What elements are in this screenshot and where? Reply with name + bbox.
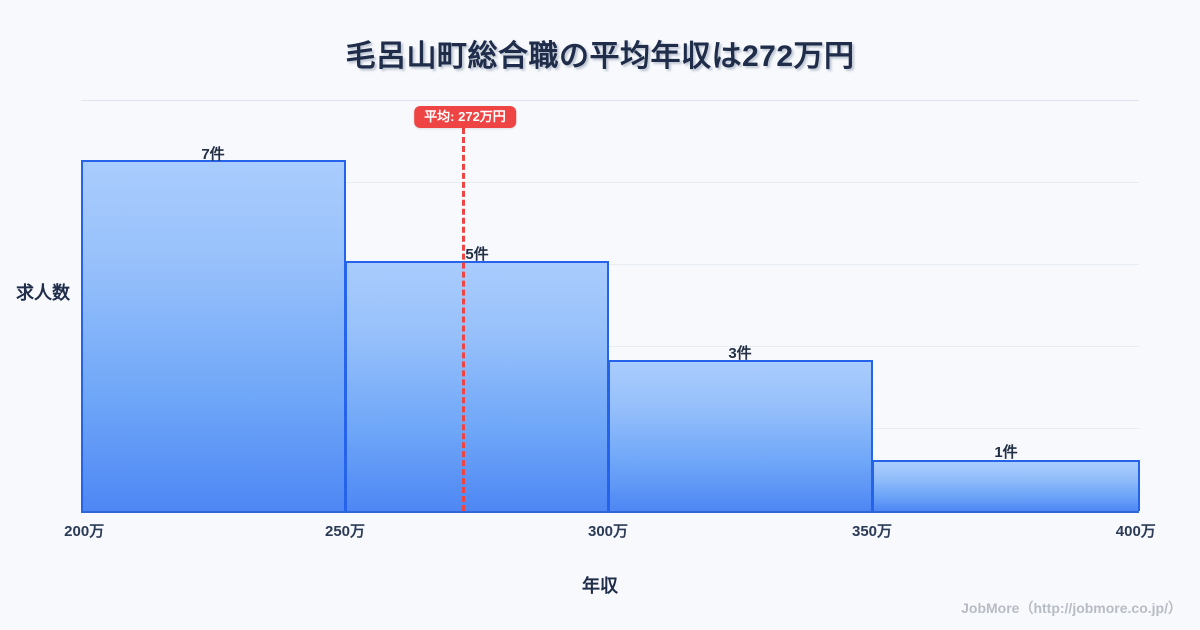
- bar-bin-4[interactable]: [872, 460, 1140, 511]
- average-badge: 平均: 272万円: [414, 106, 516, 128]
- x-axis-line: [81, 511, 1139, 513]
- x-tick-label: 250万: [324, 523, 366, 540]
- gridline: [81, 100, 1139, 101]
- gridline: [81, 182, 1139, 183]
- average-line: [462, 128, 465, 511]
- bar-bin-2[interactable]: [345, 261, 609, 511]
- bar-value-label: 3件: [728, 345, 752, 362]
- x-tick-label: 200万: [64, 523, 105, 540]
- x-tick-label: 400万: [1115, 523, 1156, 540]
- bar-bin-3[interactable]: [608, 360, 873, 511]
- x-tick-label: 350万: [851, 523, 893, 540]
- watermark: JobMore（http://jobmore.co.jp/）: [961, 600, 1182, 616]
- y-axis-title: 求人数: [16, 283, 70, 303]
- bar-value-label: 5件: [465, 246, 489, 263]
- x-axis-title: 年収: [582, 576, 618, 596]
- bar-value-label: 7件: [201, 146, 225, 163]
- x-tick-label: 300万: [587, 523, 629, 540]
- chart-title: 毛呂山町総合職の平均年収は272万円: [345, 40, 855, 73]
- gridline: [81, 346, 1139, 347]
- bar-bin-1[interactable]: [81, 160, 346, 511]
- bar-value-label: 1件: [994, 444, 1018, 461]
- gridline: [81, 264, 1139, 265]
